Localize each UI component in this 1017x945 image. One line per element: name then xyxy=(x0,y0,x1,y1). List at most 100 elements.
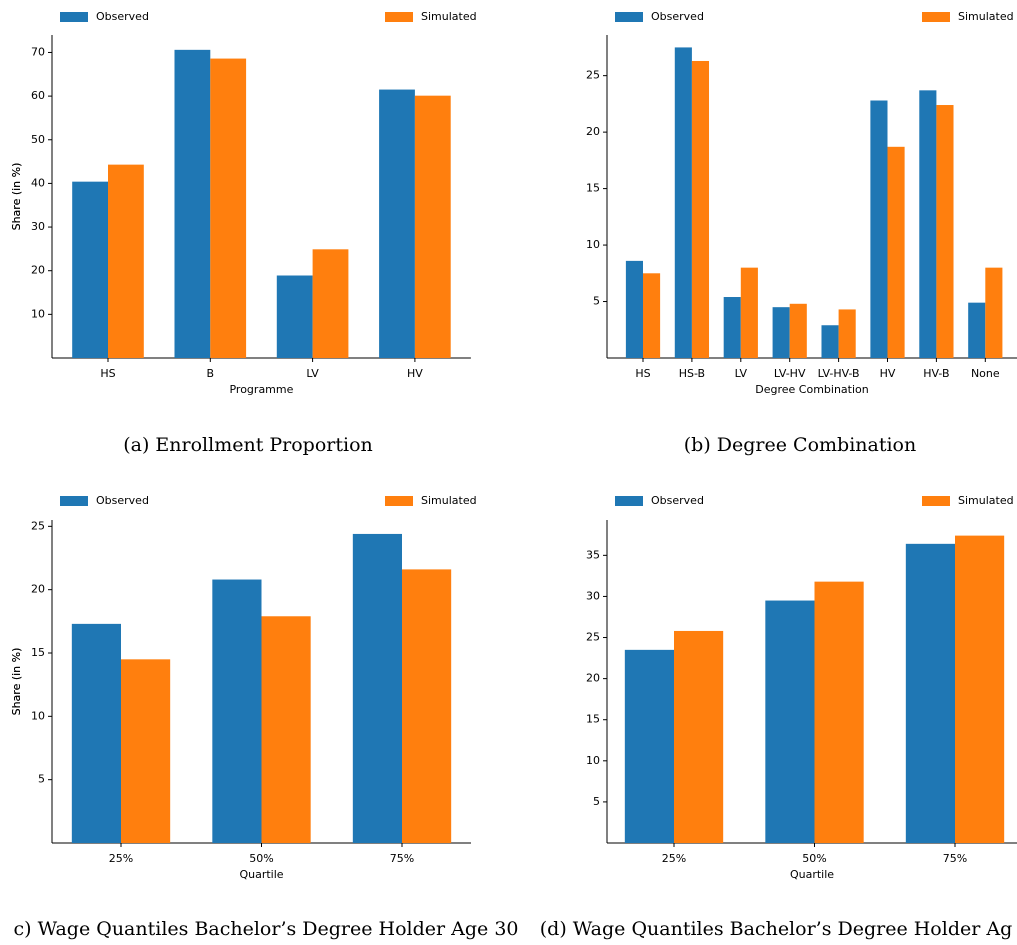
y-tick-label: 30 xyxy=(31,220,45,233)
x-axis-label: Degree Combination xyxy=(755,383,869,396)
x-tick-label: 75% xyxy=(943,852,967,865)
bar xyxy=(789,303,807,358)
legend-label: Simulated xyxy=(421,494,477,507)
y-tick-label: 5 xyxy=(38,773,45,786)
y-tick-label: 25 xyxy=(586,69,600,82)
legend-swatch xyxy=(385,496,413,506)
legend-label: Observed xyxy=(96,10,149,23)
bar xyxy=(108,164,144,358)
legend-label: Simulated xyxy=(958,10,1014,23)
bar xyxy=(402,569,452,843)
y-tick-label: 40 xyxy=(31,176,45,189)
y-tick-label: 20 xyxy=(586,125,600,138)
x-tick-label: LV-HV xyxy=(774,367,806,380)
bar xyxy=(674,47,692,359)
legend-swatch xyxy=(60,496,88,506)
bar xyxy=(887,146,905,358)
x-tick-label: HV xyxy=(407,367,423,380)
legend-swatch xyxy=(922,496,950,506)
legend-label: Simulated xyxy=(958,494,1014,507)
y-tick-label: 20 xyxy=(586,672,600,685)
bar xyxy=(174,49,211,358)
bar xyxy=(723,297,741,358)
x-tick-label: HV xyxy=(880,367,896,380)
legend-swatch xyxy=(922,12,950,22)
y-tick-label: 35 xyxy=(586,548,600,561)
bar xyxy=(72,181,108,358)
y-tick-label: 20 xyxy=(31,583,45,596)
y-tick-label: 10 xyxy=(586,754,600,767)
x-axis-label: Programme xyxy=(229,383,293,396)
legend-swatch xyxy=(60,12,88,22)
bar xyxy=(212,579,262,843)
bar xyxy=(814,581,864,843)
y-tick-label: 15 xyxy=(586,182,600,195)
caption: (b) Degree Combination xyxy=(684,434,916,456)
y-tick-label: 10 xyxy=(31,307,45,320)
bar xyxy=(765,600,815,843)
x-tick-label: 50% xyxy=(249,852,273,865)
bar xyxy=(936,105,954,358)
y-tick-label: 10 xyxy=(586,238,600,251)
bar xyxy=(624,649,674,843)
legend-label: Observed xyxy=(96,494,149,507)
x-tick-label: HS xyxy=(635,367,650,380)
bar xyxy=(643,273,661,358)
y-tick-label: 25 xyxy=(31,519,45,532)
x-axis-label: Quartile xyxy=(239,868,283,881)
y-axis-label: Share (in %) xyxy=(10,163,23,231)
caption: c) Wage Quantiles Bachelor’s Degree Hold… xyxy=(14,918,519,940)
bar xyxy=(71,623,121,843)
bar xyxy=(821,325,839,358)
bar xyxy=(625,260,643,358)
x-tick-label: None xyxy=(971,367,1000,380)
y-tick-label: 30 xyxy=(586,589,600,602)
bar xyxy=(691,60,710,358)
bar xyxy=(985,267,1003,358)
x-tick-label: HV-B xyxy=(923,367,949,380)
bar xyxy=(261,616,311,843)
y-tick-label: 50 xyxy=(31,133,45,146)
legend-label: Observed xyxy=(651,10,704,23)
legend-swatch xyxy=(615,496,643,506)
bar xyxy=(379,89,415,358)
legend-swatch xyxy=(615,12,643,22)
y-tick-label: 10 xyxy=(31,709,45,722)
x-tick-label: HS xyxy=(100,367,115,380)
legend-label: Observed xyxy=(651,494,704,507)
bar xyxy=(352,533,402,843)
x-tick-label: LV-HV-B xyxy=(818,367,860,380)
y-tick-label: 20 xyxy=(31,264,45,277)
bar xyxy=(414,95,451,358)
bar xyxy=(838,309,856,358)
bar xyxy=(968,302,986,358)
bar xyxy=(919,90,937,358)
y-tick-label: 60 xyxy=(31,89,45,102)
bar xyxy=(905,543,955,843)
x-axis-label: Quartile xyxy=(790,868,834,881)
x-tick-label: B xyxy=(207,367,215,380)
x-tick-label: 25% xyxy=(109,852,133,865)
bar xyxy=(955,535,1005,843)
bar xyxy=(674,630,724,843)
x-tick-label: 50% xyxy=(802,852,826,865)
y-axis-label: Share (in %) xyxy=(10,648,23,716)
legend-label: Simulated xyxy=(421,10,477,23)
bar xyxy=(312,249,349,358)
y-tick-label: 5 xyxy=(593,795,600,808)
x-tick-label: LV xyxy=(735,367,748,380)
bar xyxy=(276,275,313,358)
bar xyxy=(772,307,790,358)
x-tick-label: 25% xyxy=(662,852,686,865)
y-tick-label: 70 xyxy=(31,45,45,58)
caption: (a) Enrollment Proportion xyxy=(123,434,373,456)
y-tick-label: 5 xyxy=(593,295,600,308)
bar xyxy=(121,659,171,843)
x-tick-label: LV xyxy=(306,367,319,380)
legend-swatch xyxy=(385,12,413,22)
y-axis-label: Share (in %) xyxy=(10,163,23,231)
caption: (d) Wage Quantiles Bachelor’s Degree Hol… xyxy=(540,918,1012,940)
x-tick-label: HS-B xyxy=(679,367,705,380)
